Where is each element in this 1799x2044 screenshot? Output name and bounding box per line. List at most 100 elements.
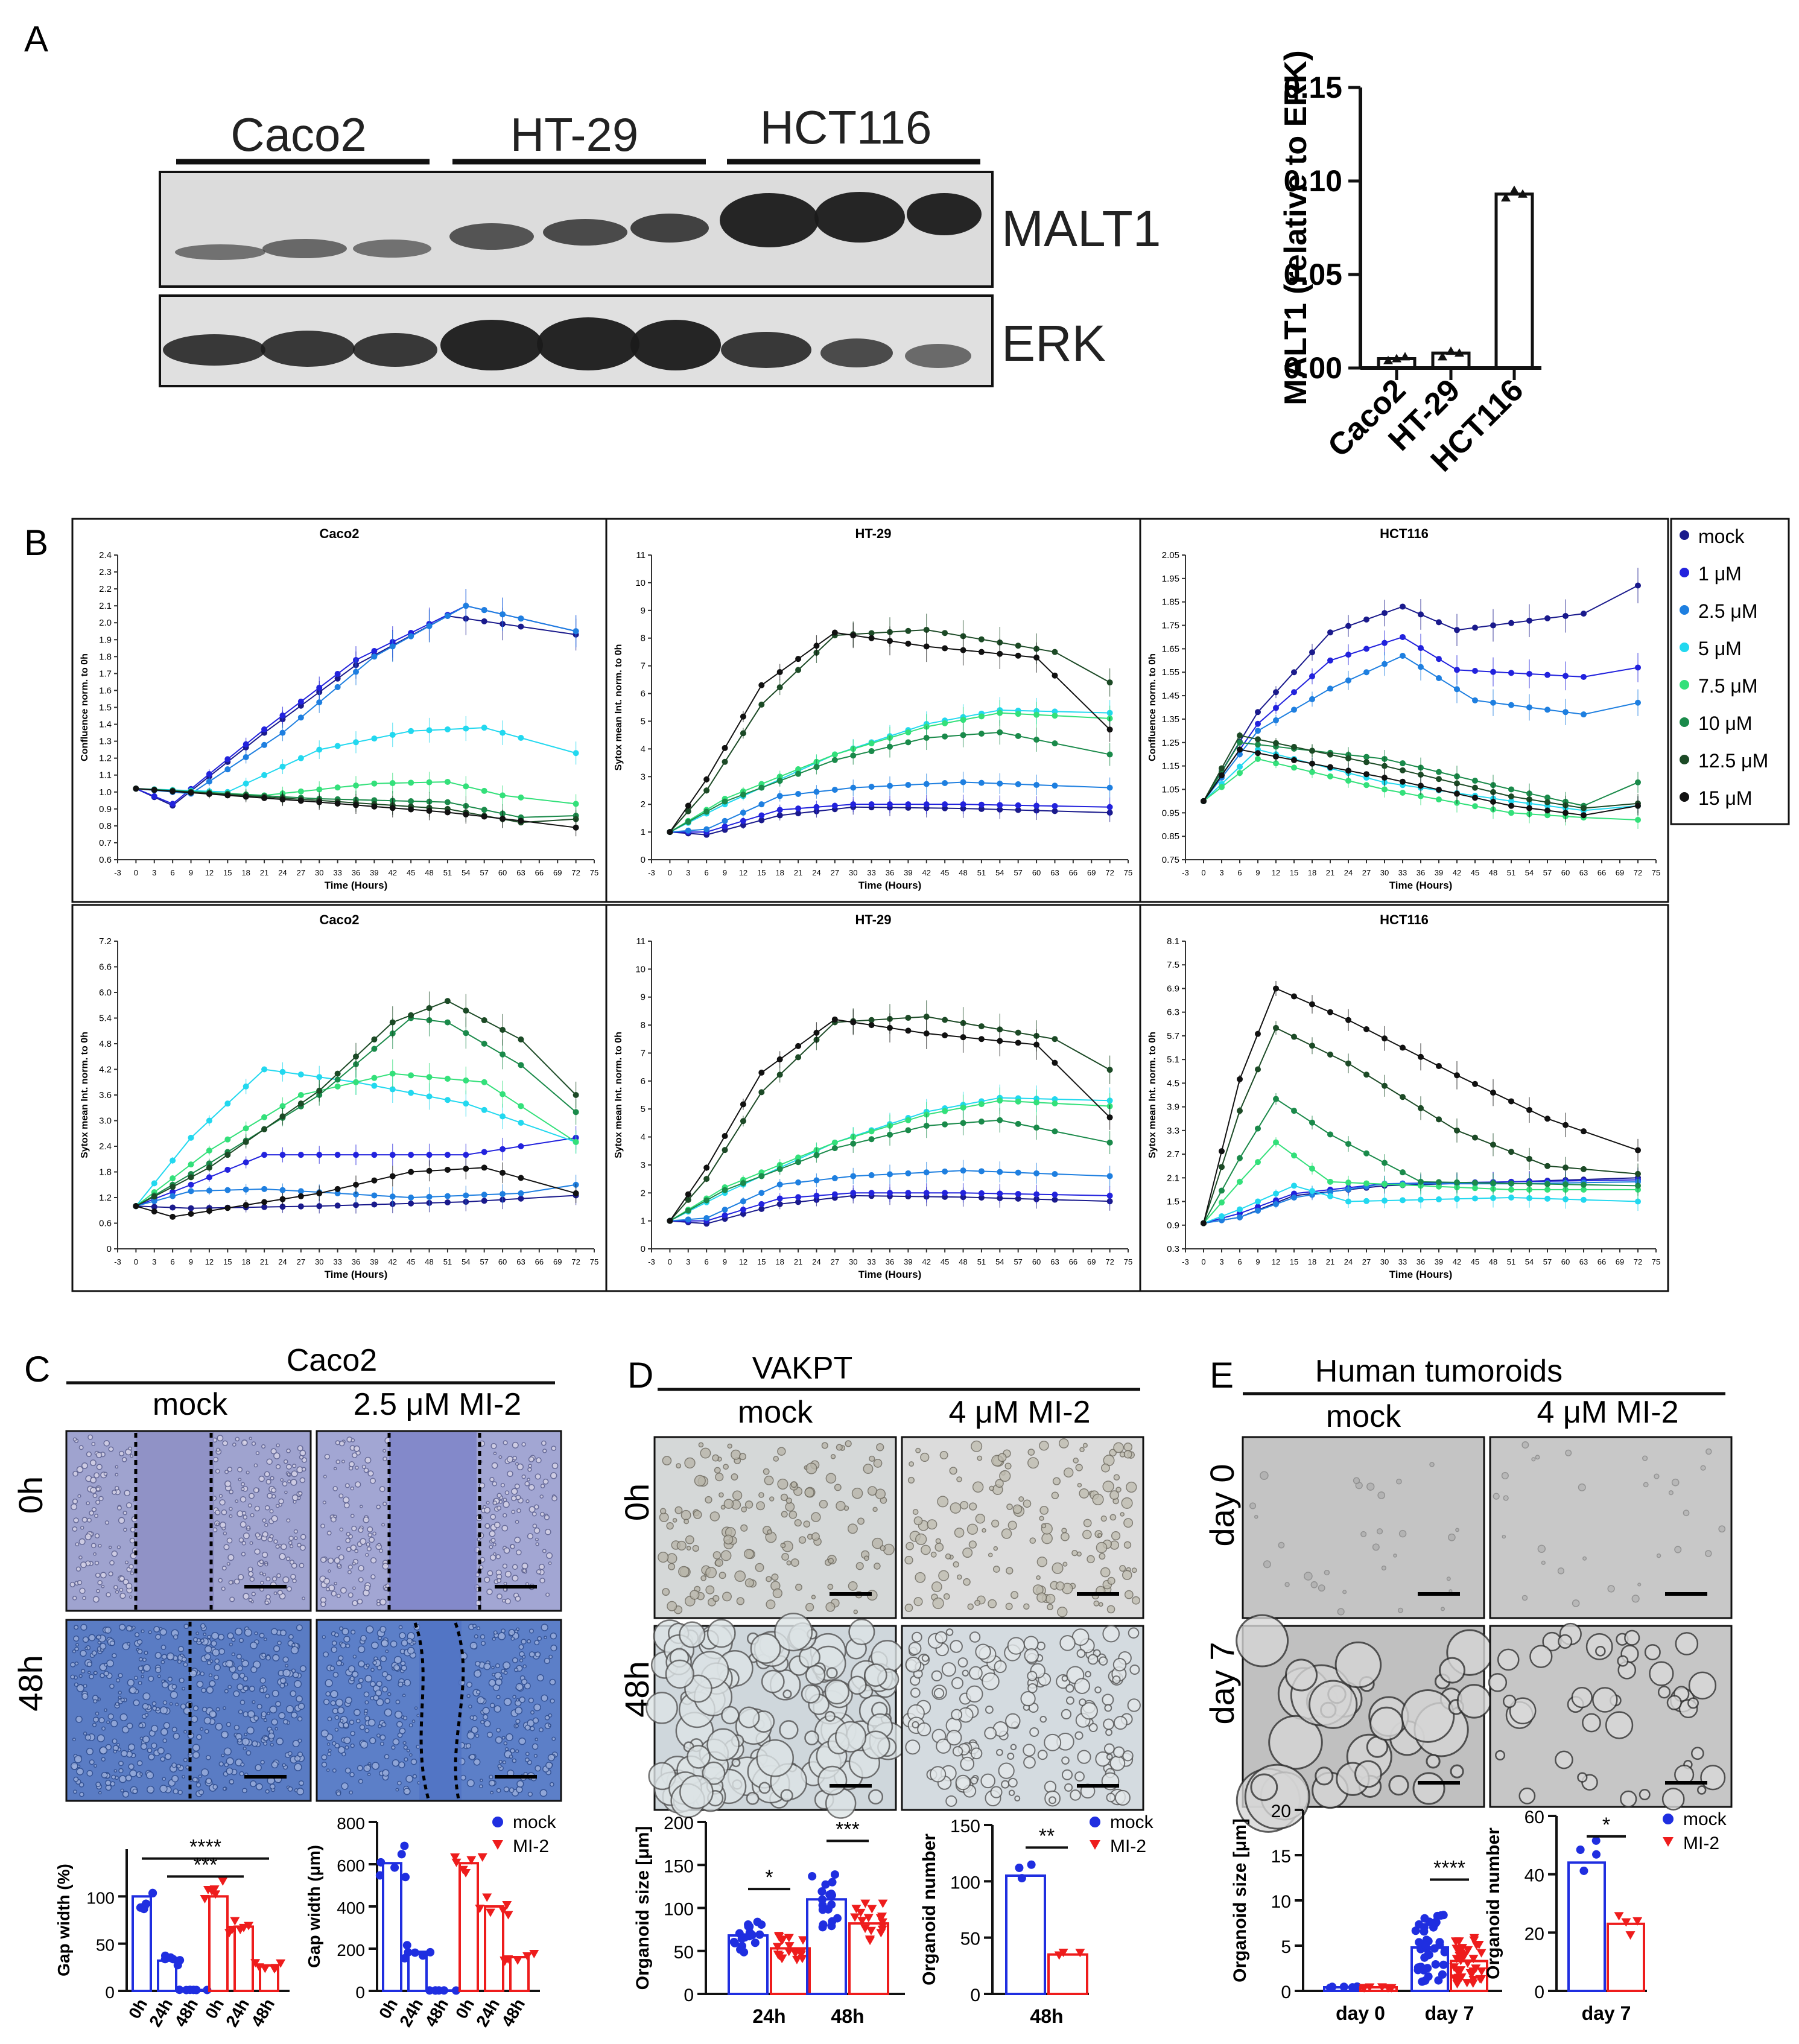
data-point (703, 1215, 710, 1221)
data-point (1309, 1001, 1315, 1008)
x-axis-label: Time (Hours) (1389, 880, 1453, 891)
cell (351, 1630, 356, 1635)
cell (193, 1637, 198, 1642)
cell (1440, 1607, 1445, 1611)
data-point (206, 1174, 212, 1181)
data-point (1625, 1931, 1636, 1940)
data-point (1632, 1917, 1643, 1926)
cell (206, 1686, 214, 1694)
x-tick-label: 36 (1417, 1257, 1425, 1266)
cell (410, 1758, 417, 1765)
cell (490, 1538, 496, 1543)
cell (406, 1748, 410, 1753)
x-tick-label: 42 (389, 1257, 397, 1266)
cell (1011, 1591, 1019, 1599)
y-tick-label: 1 (641, 827, 646, 837)
data-point (482, 1893, 492, 1902)
cell (255, 1532, 261, 1538)
cell (1036, 1575, 1041, 1580)
cell (872, 1506, 878, 1512)
data-point (1581, 1196, 1587, 1203)
cell (1521, 1441, 1529, 1449)
cell (1284, 1658, 1318, 1692)
cell (544, 1636, 547, 1639)
data-point (1400, 1094, 1406, 1100)
cell (273, 1452, 281, 1459)
cell (1565, 1449, 1572, 1456)
cell (265, 1594, 271, 1600)
cell (956, 1574, 962, 1580)
data-point (1581, 1128, 1587, 1135)
cell (231, 1652, 235, 1657)
cell (496, 1788, 501, 1793)
data-point (831, 787, 838, 793)
cell (243, 1532, 250, 1540)
data-point (1436, 787, 1442, 793)
data-point (375, 1871, 384, 1880)
cell (251, 1592, 256, 1596)
data-point (518, 1143, 524, 1149)
cell (731, 1449, 741, 1460)
data-point (1052, 1036, 1058, 1043)
data-point (729, 1937, 738, 1946)
data-point (1526, 1106, 1532, 1113)
data-point (463, 783, 469, 790)
data-point (297, 788, 304, 795)
data-point (942, 645, 948, 652)
x-tick-label: 24 (278, 1257, 287, 1266)
cell (503, 1661, 511, 1669)
data-point (1526, 805, 1532, 811)
cell (352, 1586, 356, 1590)
cell (498, 1500, 503, 1504)
cell (1649, 1661, 1674, 1686)
x-tick-label: 66 (1598, 1257, 1606, 1266)
data-point (1052, 1059, 1058, 1066)
data-point (1219, 1164, 1225, 1170)
data-point (250, 1959, 261, 1968)
data-point (1309, 1166, 1315, 1172)
image-background (1242, 1436, 1485, 1619)
cell (343, 1722, 349, 1728)
cell (1062, 1561, 1068, 1567)
data-point (1273, 1096, 1279, 1102)
data-point (297, 714, 304, 721)
cell (229, 1506, 233, 1511)
y-tick-label: 1.3 (99, 737, 112, 747)
data-point (243, 754, 249, 760)
x-tick-label: 60 (498, 868, 507, 877)
cell (222, 1787, 227, 1791)
cell (326, 1742, 331, 1746)
data-point (426, 1947, 435, 1957)
cell (137, 1649, 143, 1654)
cell (490, 1514, 497, 1520)
y-tick-label: 60 (1525, 1808, 1544, 1827)
cell (110, 1719, 118, 1727)
cell (705, 1585, 715, 1595)
cell (260, 1760, 265, 1765)
cell (499, 1676, 503, 1680)
bar (233, 1925, 254, 1992)
x-tick-label: 24h (752, 2005, 785, 2027)
cell (489, 1530, 496, 1537)
x-tick-label: 36 (1417, 868, 1425, 877)
cell (515, 1719, 521, 1724)
data-point (151, 1198, 157, 1204)
cell (94, 1763, 98, 1768)
cell (493, 1522, 501, 1528)
data-point (978, 779, 985, 786)
data-point (1106, 1192, 1113, 1199)
cell (497, 1493, 502, 1498)
cell (101, 1771, 108, 1779)
cell (1132, 1596, 1140, 1605)
data-point (334, 743, 341, 749)
x-tick-label: 33 (867, 868, 875, 877)
data-point (1436, 796, 1442, 803)
cell (1456, 1684, 1492, 1719)
data-point (737, 1934, 746, 1943)
y-tick-label: 1.25 (1162, 738, 1179, 748)
data-point (206, 1117, 212, 1124)
data-point (316, 1152, 323, 1158)
x-tick-label: 24h (145, 1996, 176, 2030)
cell (1008, 1789, 1015, 1797)
